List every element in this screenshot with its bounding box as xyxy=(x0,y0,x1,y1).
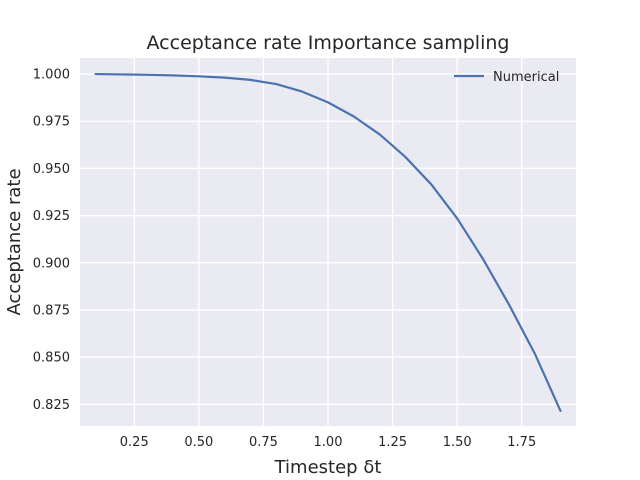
x-tick-label: 0.25 xyxy=(120,435,149,450)
series-line-numerical xyxy=(94,72,562,412)
y-tick-label: 0.825 xyxy=(33,398,70,413)
x-tick-label: 1.75 xyxy=(507,435,536,450)
y-tick-label: 1.000 xyxy=(33,68,70,83)
y-axis-label: Acceptance rate xyxy=(4,168,25,315)
y-tick-label: 0.850 xyxy=(33,351,70,366)
x-axis-label: Timestep δt xyxy=(274,457,382,478)
y-tick-label: 0.925 xyxy=(33,209,70,224)
y-tick-label: 0.950 xyxy=(33,162,70,177)
series-layer xyxy=(94,72,562,412)
y-tick-label: 0.875 xyxy=(33,303,70,318)
x-tick-label: 0.50 xyxy=(184,435,213,450)
x-axis-ticks: 0.25 0.50 0.75 1.00 1.25 1.50 1.75 xyxy=(120,435,536,450)
chart-title: Acceptance rate Importance sampling xyxy=(147,32,510,54)
x-tick-label: 1.25 xyxy=(378,435,407,450)
x-tick-label: 1.50 xyxy=(443,435,472,450)
legend: Numerical xyxy=(454,70,559,85)
y-axis-ticks: 0.825 0.850 0.875 0.900 0.925 0.950 0.975 1.000 xyxy=(33,68,70,413)
y-tick-label: 0.900 xyxy=(33,256,70,271)
x-tick-label: 0.75 xyxy=(249,435,278,450)
grid-lines xyxy=(80,58,576,426)
x-tick-label: 1.00 xyxy=(314,435,343,450)
y-tick-label: 0.975 xyxy=(33,115,70,130)
legend-label-numerical: Numerical xyxy=(493,70,559,85)
